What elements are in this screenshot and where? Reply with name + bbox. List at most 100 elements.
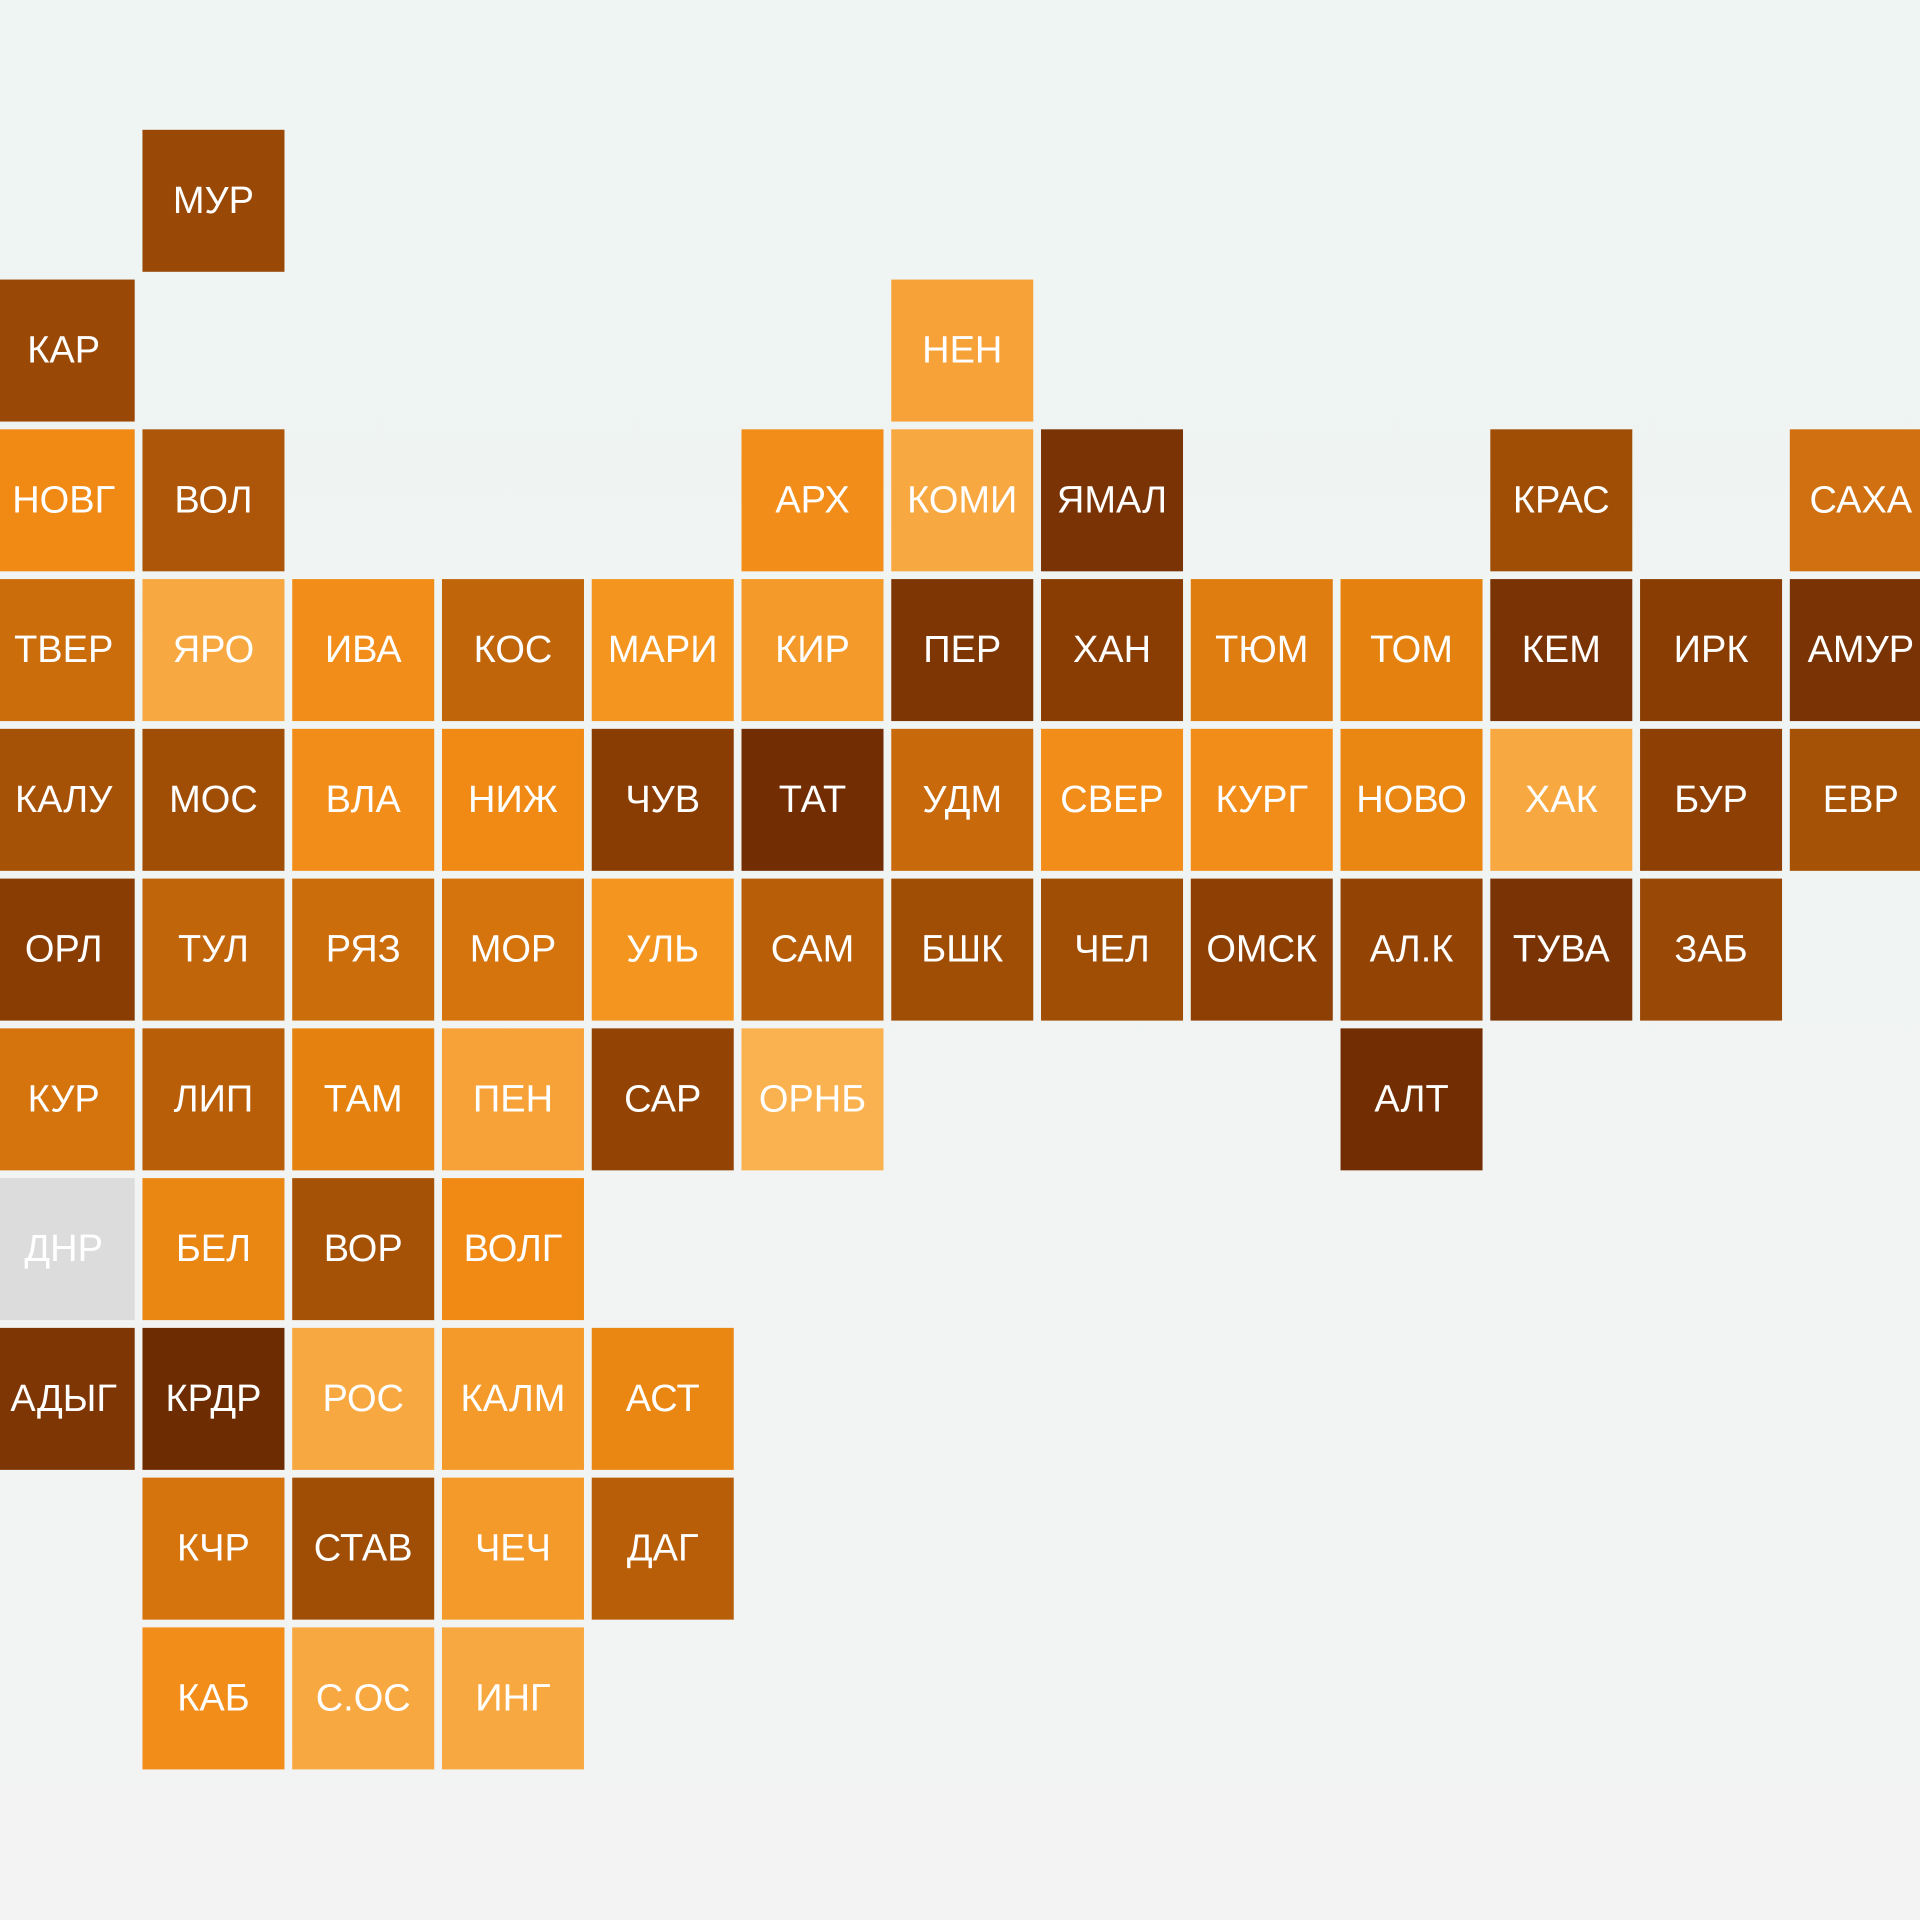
region-tile: ЯРО [142, 579, 285, 722]
tile [441, 1477, 584, 1620]
region-tile: ВОР [292, 1178, 435, 1321]
tile-label: БУР [1674, 779, 1748, 821]
region-tile: БУР [1640, 728, 1783, 871]
tile-label: КЧР [177, 1528, 250, 1570]
tile [591, 878, 734, 1021]
tile-label: ВЛА [326, 779, 402, 821]
region-tile: ЧУВ [591, 728, 734, 871]
tile [891, 279, 1034, 422]
tile [292, 579, 435, 722]
tile-label: ВОЛ [174, 479, 252, 521]
tile-label: КОС [474, 629, 553, 671]
tile [1789, 579, 1920, 722]
region-tile: ИВА [292, 579, 435, 722]
tile [591, 1477, 734, 1620]
region-tile: АСТ [591, 1327, 734, 1470]
region-tile: УЛЬ [591, 878, 734, 1021]
tile-label: ВОЛГ [464, 1228, 563, 1270]
tile-label: КАР [27, 330, 100, 372]
tile-label: РЯЗ [326, 929, 401, 971]
region-tile: С.ОС [292, 1627, 435, 1770]
tile-label: КУРГ [1215, 779, 1308, 821]
region-tile: ВЛА [292, 728, 435, 871]
tile [142, 429, 285, 572]
tile [741, 579, 884, 722]
tile [142, 579, 285, 722]
tile [1340, 1028, 1483, 1171]
tile [0, 878, 135, 1021]
region-tile: НЕН [891, 279, 1034, 422]
tile [0, 429, 135, 572]
tile [292, 1627, 435, 1770]
region-tile: КУРГ [1190, 728, 1333, 871]
tile [1640, 728, 1783, 871]
region-tile: ЯМАЛ [1041, 429, 1184, 572]
region-tile: ИНГ [441, 1627, 584, 1770]
tile [441, 1178, 584, 1321]
region-tile: САМ [741, 878, 884, 1021]
region-tile: ТВЕР [0, 579, 135, 722]
tile-label: ТАМ [324, 1078, 403, 1120]
region-tile: ОРНБ [741, 1028, 884, 1171]
tile [142, 129, 285, 272]
region-tile: БШК [891, 878, 1034, 1021]
region-tile: НОВО [1340, 728, 1483, 871]
tile-label: УЛЬ [626, 929, 699, 971]
tile-label: ЛИП [174, 1078, 254, 1120]
tile [1041, 728, 1184, 871]
region-tile: СВЕР [1041, 728, 1184, 871]
tile-label: ЯРО [173, 629, 255, 671]
tile-label: ДНР [24, 1228, 103, 1270]
tile [441, 1627, 584, 1770]
region-tile: ТОМ [1340, 579, 1483, 722]
region-tile: ИРК [1640, 579, 1783, 722]
tile [1490, 878, 1633, 1021]
tile [1340, 579, 1483, 722]
tile-label: МУР [173, 180, 254, 222]
region-tile: ЕВР [1789, 728, 1920, 871]
region-tile: ОРЛ [0, 878, 135, 1021]
tile-label: КОМИ [907, 479, 1017, 521]
region-tile: КЕМ [1490, 579, 1633, 722]
tile [142, 728, 285, 871]
tile [441, 728, 584, 871]
tile [292, 1178, 435, 1321]
tile-label: БЕЛ [176, 1228, 251, 1270]
tile-label: ТОМ [1370, 629, 1453, 671]
region-tile: ОМСК [1190, 878, 1333, 1021]
tile-label: КУР [28, 1078, 100, 1120]
tile [1041, 878, 1184, 1021]
tile-label: КАЛУ [15, 779, 113, 821]
region-tile: ЧЕЧ [441, 1477, 584, 1620]
tile-label: ДАГ [627, 1528, 699, 1570]
tile [591, 1327, 734, 1470]
region-tile: ЧЕЛ [1041, 878, 1184, 1021]
tile-label: НОВГ [12, 479, 115, 521]
region-tile: ЗАБ [1640, 878, 1783, 1021]
tile [591, 579, 734, 722]
tile [1190, 579, 1333, 722]
region-tile: КАБ [142, 1627, 285, 1770]
tile [1789, 429, 1920, 572]
tile-label: ИРК [1674, 629, 1749, 671]
tile-label: САР [624, 1078, 701, 1120]
region-tile: МУР [142, 129, 285, 272]
tile [1041, 579, 1184, 722]
tile-label: ИНГ [475, 1677, 550, 1719]
tile [441, 1327, 584, 1470]
region-tile: САХА [1789, 429, 1920, 572]
tile-label: ЗАБ [1674, 929, 1747, 971]
tile [741, 728, 884, 871]
tile-label: КИР [775, 629, 850, 671]
tile [891, 878, 1034, 1021]
tile-label: УДМ [922, 779, 1002, 821]
tile-label: ЧЕЧ [475, 1528, 551, 1570]
tile [441, 1028, 584, 1171]
tile-label: ПЕР [923, 629, 1001, 671]
tile-label: САМ [771, 929, 855, 971]
tile-label: КАЛМ [461, 1378, 566, 1420]
tile-label: РОС [322, 1378, 404, 1420]
region-tile: ПЕР [891, 579, 1034, 722]
tile [0, 1028, 135, 1171]
